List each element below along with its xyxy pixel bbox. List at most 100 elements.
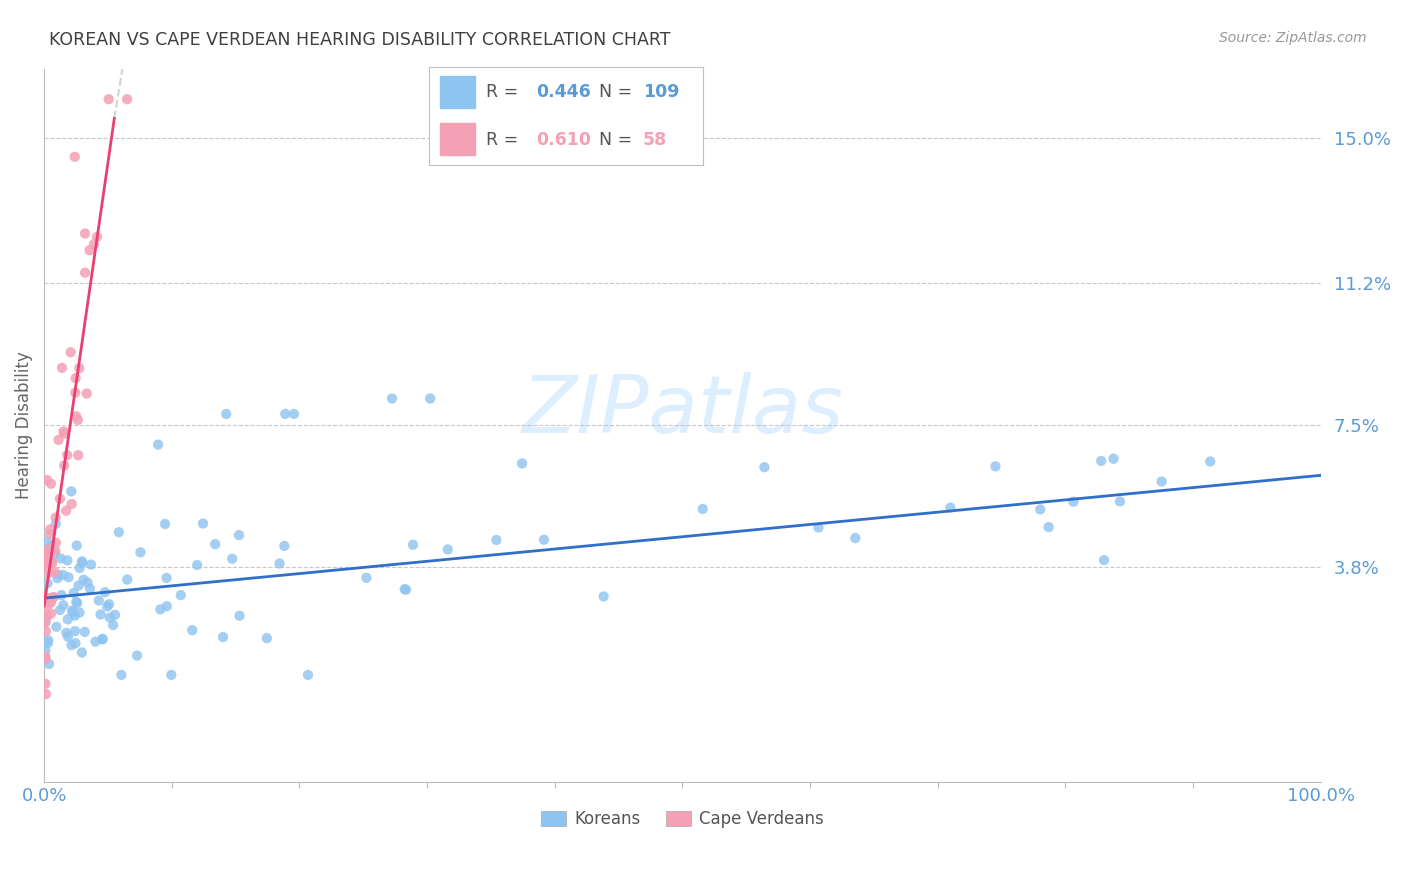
Point — [66, 539, 89, 553]
Point — [153, 516, 176, 531]
Point — [87, 593, 110, 607]
Point — [41, 538, 63, 552]
Legend: Koreans, Cape Verdeans: Koreans, Cape Verdeans — [534, 804, 831, 835]
Point — [34, 555, 56, 569]
Point — [186, 558, 208, 572]
Point — [41, 557, 63, 571]
Point — [104, 607, 127, 622]
Point — [37, 576, 59, 591]
Point — [38, 657, 60, 671]
Text: N =: N = — [599, 130, 637, 148]
Point — [48, 433, 70, 447]
Point — [55, 504, 77, 518]
Point — [69, 606, 91, 620]
Point — [73, 624, 96, 639]
Point — [212, 630, 235, 644]
Point — [45, 535, 67, 549]
Point — [256, 631, 278, 645]
FancyBboxPatch shape — [440, 123, 475, 155]
Point — [76, 386, 98, 401]
Point — [97, 92, 120, 106]
Point — [63, 624, 86, 639]
Point — [34, 615, 56, 630]
Point — [394, 582, 416, 596]
Point — [62, 605, 84, 619]
Point — [62, 586, 84, 600]
Point — [35, 610, 58, 624]
Point — [1150, 475, 1173, 489]
Point — [69, 561, 91, 575]
Point — [76, 575, 98, 590]
Point — [37, 597, 59, 611]
Point — [80, 558, 103, 572]
Point — [46, 571, 69, 585]
Point — [35, 547, 58, 561]
Text: Source: ZipAtlas.com: Source: ZipAtlas.com — [1219, 31, 1367, 45]
Point — [52, 568, 75, 582]
Point — [381, 392, 404, 406]
Point — [56, 612, 79, 626]
Point — [125, 648, 148, 663]
Point — [34, 649, 56, 664]
Text: 0.610: 0.610 — [536, 130, 591, 148]
Point — [59, 345, 82, 359]
Point — [273, 539, 295, 553]
Point — [35, 624, 58, 639]
Point — [45, 620, 67, 634]
Point — [34, 677, 56, 691]
Point — [53, 426, 76, 441]
Point — [228, 528, 250, 542]
Point — [39, 596, 62, 610]
Point — [283, 407, 305, 421]
Point — [110, 668, 132, 682]
Point — [98, 610, 121, 624]
Point — [191, 516, 214, 531]
Point — [402, 538, 425, 552]
Point — [844, 531, 866, 545]
Point — [91, 632, 114, 646]
Point — [1029, 502, 1052, 516]
Point — [65, 385, 87, 400]
Point — [39, 607, 62, 621]
Point — [34, 591, 56, 605]
Point — [65, 636, 87, 650]
Point — [70, 554, 93, 568]
Point — [45, 510, 67, 524]
Point — [46, 567, 69, 582]
Point — [60, 484, 83, 499]
Point — [42, 590, 65, 604]
Point — [49, 551, 72, 566]
Point — [51, 588, 73, 602]
Point — [72, 573, 94, 587]
Point — [156, 599, 179, 614]
Point — [108, 525, 131, 540]
Point — [1199, 454, 1222, 468]
Point — [70, 556, 93, 570]
Point — [79, 582, 101, 596]
Point — [83, 237, 105, 252]
Point — [67, 579, 90, 593]
Point — [1109, 494, 1132, 508]
Point — [37, 636, 59, 650]
Point — [60, 604, 83, 618]
Point — [63, 608, 86, 623]
Point — [533, 533, 555, 547]
Point — [395, 582, 418, 597]
Point — [356, 571, 378, 585]
Point — [692, 502, 714, 516]
Point — [34, 652, 56, 666]
Point — [35, 545, 58, 559]
Point — [44, 547, 66, 561]
Point — [155, 571, 177, 585]
Point — [63, 150, 86, 164]
Point — [38, 541, 60, 556]
Point — [45, 516, 67, 531]
Point — [807, 520, 830, 534]
Point — [84, 634, 107, 648]
Point — [436, 542, 458, 557]
Point — [70, 645, 93, 659]
Point — [39, 522, 62, 536]
Point — [754, 460, 776, 475]
Point — [228, 608, 250, 623]
Point — [39, 476, 62, 491]
